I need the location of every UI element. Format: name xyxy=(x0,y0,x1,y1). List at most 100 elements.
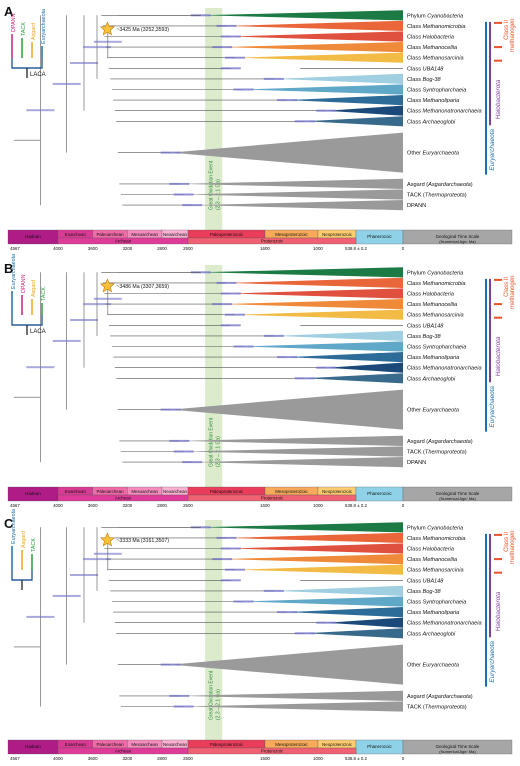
clade-wedge xyxy=(179,435,403,446)
clade-wedge xyxy=(326,105,403,116)
age-interval-bar xyxy=(83,46,111,49)
time-tick-label: 2800 xyxy=(157,246,167,251)
era-label: Eoarchean xyxy=(65,742,87,747)
taxon-label: Class Methanoliparia xyxy=(407,98,459,104)
time-tick-label: 4000 xyxy=(53,756,63,761)
taxon-label: Other Euryarchaeota xyxy=(407,151,459,157)
era-label: Mesoproterozoic xyxy=(275,742,308,747)
age-interval-bar xyxy=(83,558,111,561)
time-tick-label: 4567 xyxy=(10,756,20,761)
inset-cladogram: DPANN TACK Asgard Euryarchaeota LACA xyxy=(11,9,47,78)
taxon-label: Other Euryarchaeota xyxy=(407,408,459,414)
panel-letter: B xyxy=(4,261,13,276)
time-tick-label: 3200 xyxy=(122,756,132,761)
class-ii-bar xyxy=(494,59,502,62)
clade-wedge xyxy=(243,596,403,607)
class-ii-bar xyxy=(494,558,502,561)
era-label: Eoarchean xyxy=(65,232,87,237)
age-interval-bar xyxy=(182,461,203,464)
geologic-timescale: Hadean Eoarchean Paleoarchean Mesoarchean Ne… xyxy=(7,739,513,761)
era-label: Paleoproterozoic xyxy=(210,489,244,494)
inset-clade-label: Asgard xyxy=(31,280,37,297)
clade-wedge xyxy=(230,543,403,554)
taxon-label: Class Syntropharchaeia xyxy=(407,600,466,606)
class-ii-bar xyxy=(494,46,502,49)
class-ii-label: Class II xyxy=(504,532,510,552)
age-interval-bar xyxy=(169,182,190,185)
taxon-label: Class Methanocellia xyxy=(407,45,457,51)
goe-band xyxy=(205,265,223,487)
time-tick-label: 0 xyxy=(402,246,405,251)
eon-label: Archean xyxy=(115,239,132,244)
age-interval-bar xyxy=(220,292,241,295)
age-interval-bar xyxy=(26,366,55,369)
era-sublabel: (Numerical Age: Ma) xyxy=(439,239,476,244)
inset-cladogram: Euryarchaeota Asgard TACK xyxy=(11,509,37,590)
taxon-label: Class Syntropharchaeia xyxy=(407,345,466,351)
geologic-timescale: Hadean Eoarchean Paleoarchean Mesoarchean Ne… xyxy=(7,486,513,508)
age-interval-bar xyxy=(70,62,98,64)
clade-wedge xyxy=(230,288,403,299)
era-label: Paleoarchean xyxy=(96,489,124,494)
age-interval-bar xyxy=(212,303,233,306)
time-tick-label: 2500 xyxy=(183,756,193,761)
inset-clade-label: Asgard xyxy=(31,23,37,40)
taxon-label: Class Methanomicrobia xyxy=(407,281,465,287)
clade-wedge xyxy=(170,389,403,430)
eon-label: Archean xyxy=(115,749,132,754)
age-interval-bar xyxy=(220,324,241,327)
time-tick-label: 1600 xyxy=(260,246,270,251)
age-interval-bar xyxy=(83,303,111,306)
taxon-label: TACK (Thermoproteota) xyxy=(407,193,467,199)
time-tick-label: 3200 xyxy=(122,503,132,508)
age-interval-bar xyxy=(220,579,241,582)
time-tick-label: 2500 xyxy=(183,246,193,251)
clade-wedge xyxy=(304,116,403,127)
halobacterota-label: Halobacterota xyxy=(495,336,502,376)
clade-wedge xyxy=(304,373,403,384)
time-tick-label: 0 xyxy=(402,756,405,761)
age-interval-bar xyxy=(225,56,246,59)
methanogen-label: methanogen xyxy=(510,276,516,309)
eon-label: Proterozoic xyxy=(261,496,284,501)
clade-wedge xyxy=(179,178,403,189)
era-label: Geological Time Scale xyxy=(436,744,480,749)
age-interval-bar xyxy=(316,109,337,112)
clade-wedge xyxy=(243,341,403,352)
star-age-label: ~3425 Ma (3252,3593) xyxy=(116,27,169,33)
era-cell xyxy=(402,229,513,245)
age-interval-bar xyxy=(294,120,315,123)
taxon-label: Class Syntropharchaeia xyxy=(407,88,466,94)
era-label: Geological Time Scale xyxy=(436,234,480,239)
euryarchaeota-label: Euryarchaeota xyxy=(489,386,496,428)
era-label: Neoproterozoic xyxy=(322,489,353,494)
era-cell xyxy=(402,739,513,755)
inset-root-label: LACA xyxy=(30,72,46,78)
clade-wedge xyxy=(170,644,403,685)
inset-root-label: LACA xyxy=(30,329,46,335)
era-label: Neoproterozoic xyxy=(322,742,353,747)
time-tick-label: 538.8 ± 0.2 xyxy=(345,503,367,508)
star-marker xyxy=(99,532,115,547)
goe-range: (2.3 – 2.1 Ga) xyxy=(216,689,222,720)
time-tick-label: 1000 xyxy=(313,503,323,508)
era-label: Phanerozoic xyxy=(367,491,392,496)
age-interval-bar xyxy=(169,694,190,697)
clade-wedge xyxy=(226,277,403,288)
taxon-label: Class Bog-38 xyxy=(407,589,441,595)
taxon-label: Class Methanocellia xyxy=(407,302,457,308)
taxon-label: Class Methanonatronarchaeia xyxy=(407,366,482,372)
taxon-label: DPANN xyxy=(407,203,426,209)
age-interval-bar xyxy=(182,204,203,207)
age-interval-bar xyxy=(220,67,241,70)
inset-clade-label: Euryarchaeota xyxy=(11,254,17,289)
clade-wedge xyxy=(192,457,403,468)
clade-wedge xyxy=(326,362,403,373)
age-interval-bar xyxy=(277,99,298,102)
inset-join xyxy=(11,58,43,69)
era-cell xyxy=(402,486,513,502)
time-tick-label: 1600 xyxy=(260,756,270,761)
era-sublabel: (Numerical Age: Ma) xyxy=(439,749,476,754)
halobacterota-label: Halobacterota xyxy=(495,591,502,631)
